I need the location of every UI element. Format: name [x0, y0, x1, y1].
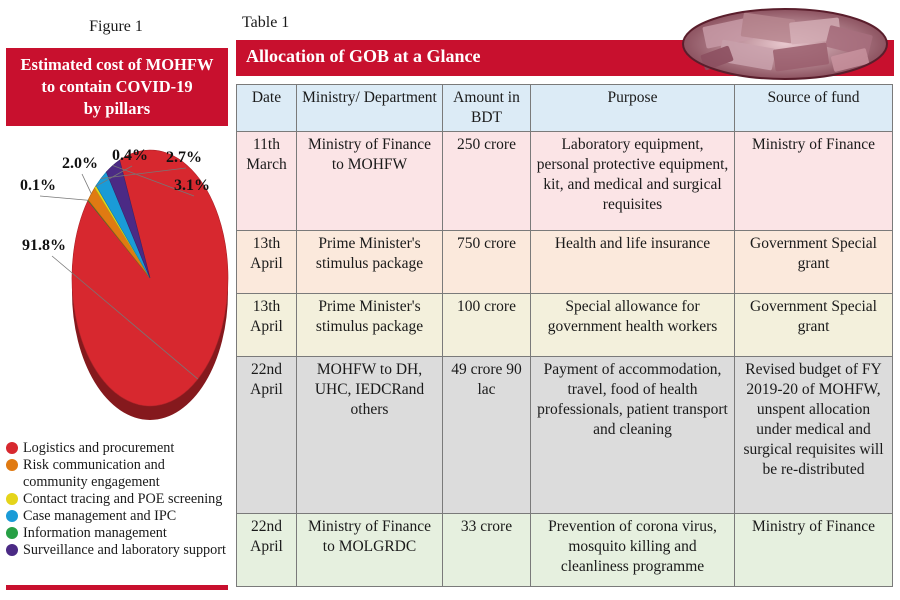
legend-label: Surveillance and laboratory support [23, 542, 226, 558]
cell-amount: 750 crore [442, 230, 531, 294]
legend-swatch [6, 493, 18, 505]
pie-leader-line [81, 173, 92, 194]
table-header-row: Date Ministry/ Department Amount in BDT … [236, 84, 893, 132]
legend-label: Case management and IPC [23, 508, 177, 524]
cell-date: 22nd April [236, 356, 297, 514]
legend-item: Risk communication and community engagem… [6, 457, 232, 491]
cell-ministry: MOHFW to DH, UHC, IEDCRand others [296, 356, 443, 514]
cell-purpose: Health and life insurance [530, 230, 735, 294]
legend-item: Contact tracing and POE screening [6, 491, 232, 508]
cell-date: 11th March [236, 131, 297, 231]
cell-source: Ministry of Finance [734, 513, 893, 587]
table-row: 11th March Ministry of Finance to MOHFW … [236, 131, 893, 231]
pie-data-label: 2.0% [62, 155, 98, 172]
cell-purpose: Laboratory equipment, personal protectiv… [530, 131, 735, 231]
pie-data-label: 3.1% [174, 177, 210, 194]
pie-data-label: 0.4% [112, 147, 148, 164]
cell-date: 13th April [236, 293, 297, 357]
cell-purpose: Special allowance for government health … [530, 293, 735, 357]
pie-chart: 91.8% 0.1% 2.0% 0.4% 2.7% 3.1% [20, 147, 229, 420]
header-date: Date [236, 84, 297, 132]
cell-date: 13th April [236, 230, 297, 294]
cell-source: Government Special grant [734, 293, 893, 357]
table-row: 13th April Prime Minister's stimulus pac… [236, 293, 893, 357]
cell-source: Revised budget of FY 2019-20 of MOHFW, u… [734, 356, 893, 514]
cell-purpose: Payment of accommodation, travel, food o… [530, 356, 735, 514]
table-title: Allocation of GOB at a Glance [246, 46, 481, 66]
figure-panel: Figure 1 Estimated cost of MOHFW to cont… [0, 0, 232, 600]
legend-item: Information management [6, 525, 232, 542]
cell-amount: 33 crore [442, 513, 531, 587]
legend-swatch [6, 459, 18, 471]
table-row: 22nd April Ministry of Finance to MOLGRD… [236, 513, 893, 587]
legend-item: Surveillance and laboratory support [6, 542, 232, 559]
pie-leader-line [39, 195, 89, 201]
legend-swatch [6, 442, 18, 454]
pie-slice-surveillance-and-laboratory-support [105, 159, 151, 279]
money-stack-photo [682, 8, 888, 80]
table-panel: Table 1 Allocation of GOB at a Glance [236, 0, 900, 600]
allocation-table: Date Ministry/ Department Amount in BDT … [236, 84, 893, 587]
pie-leader-line [51, 255, 199, 380]
pie-leader-line [100, 167, 187, 179]
legend-label: Contact tracing and POE screening [23, 491, 223, 507]
legend-item: Logistics and procurement [6, 440, 232, 457]
pie-data-label: 2.7% [166, 149, 202, 166]
figure-title-line-3: by pillars [83, 99, 151, 118]
cell-ministry: Ministry of Finance to MOLGRDC [296, 513, 443, 587]
legend-swatch [6, 510, 18, 522]
cell-ministry: Prime Minister's stimulus package [296, 293, 443, 357]
pie-data-label: 0.1% [20, 177, 56, 194]
cell-purpose: Prevention of corona virus, mosquito kil… [530, 513, 735, 587]
cell-source: Government Special grant [734, 230, 893, 294]
chart-legend: Logistics and procurement Risk communica… [6, 440, 232, 559]
legend-label: Information management [23, 525, 167, 541]
legend-item: Case management and IPC [6, 508, 232, 525]
figure-title-line-2: to contain COVID-19 [41, 77, 193, 96]
header-source: Source of fund [734, 84, 893, 132]
cell-amount: 100 crore [442, 293, 531, 357]
header-amount: Amount in BDT [442, 84, 531, 132]
legend-label: Risk communication and community engagem… [23, 457, 165, 490]
cell-source: Ministry of Finance [734, 131, 893, 231]
table-row: 13th April Prime Minister's stimulus pac… [236, 230, 893, 294]
pie-leader-line [95, 165, 133, 188]
cell-ministry: Ministry of Finance to MOHFW [296, 131, 443, 231]
cell-amount: 49 crore 90 lac [442, 356, 531, 514]
cell-ministry: Prime Minister's stimulus package [296, 230, 443, 294]
figure-label: Figure 1 [89, 18, 143, 35]
table-row: 22nd April MOHFW to DH, UHC, IEDCRand ot… [236, 356, 893, 514]
legend-label: Logistics and procurement [23, 440, 175, 456]
legend-swatch [6, 527, 18, 539]
figure-title-line-1: Estimated cost of MOHFW [20, 55, 214, 74]
header-purpose: Purpose [530, 84, 735, 132]
pie-data-label: 91.8% [22, 237, 66, 254]
figure-title-banner: Estimated cost of MOHFW to contain COVID… [6, 48, 228, 126]
cell-amount: 250 crore [442, 131, 531, 231]
pie-leader-line [112, 165, 195, 197]
bottom-divider [6, 585, 228, 590]
table-label: Table 1 [242, 14, 290, 31]
cell-date: 22nd April [236, 513, 297, 587]
header-ministry: Ministry/ Department [296, 84, 443, 132]
legend-swatch [6, 544, 18, 556]
